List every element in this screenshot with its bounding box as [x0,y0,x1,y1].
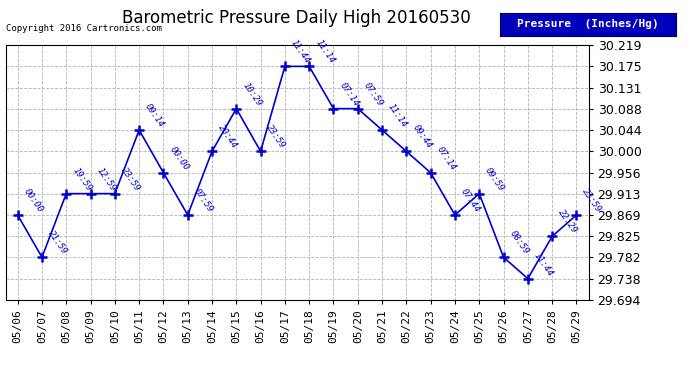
Text: 19:59: 19:59 [70,166,93,193]
Text: 09:44: 09:44 [411,123,433,151]
Text: 07:59: 07:59 [192,187,215,214]
Text: 07:59: 07:59 [362,81,385,108]
Text: 07:44: 07:44 [459,187,482,214]
Text: 08:59: 08:59 [508,229,531,256]
Text: 00:00: 00:00 [168,145,190,172]
Text: 22:29: 22:29 [556,209,579,236]
Text: 10:29: 10:29 [241,81,264,108]
Text: 00:00: 00:00 [22,187,45,214]
Text: 09:59: 09:59 [484,166,506,193]
Text: 12:59: 12:59 [95,166,117,193]
Text: 23:59: 23:59 [265,123,288,151]
Text: 11:14: 11:14 [386,102,409,129]
Text: 11:44: 11:44 [532,251,555,278]
Text: 23:59: 23:59 [119,166,142,193]
Text: Pressure  (Inches/Hg): Pressure (Inches/Hg) [518,20,659,29]
Text: 23:59: 23:59 [580,187,603,214]
Text: Copyright 2016 Cartronics.com: Copyright 2016 Cartronics.com [6,24,161,33]
Text: 21:59: 21:59 [46,229,69,256]
Text: 11:44: 11:44 [289,38,312,66]
Text: 07:14: 07:14 [435,145,457,172]
Text: 11:14: 11:14 [313,38,336,66]
Text: 09:14: 09:14 [144,102,166,129]
Text: 20:44: 20:44 [216,123,239,151]
Text: Barometric Pressure Daily High 20160530: Barometric Pressure Daily High 20160530 [122,9,471,27]
Text: 07:14: 07:14 [337,81,360,108]
